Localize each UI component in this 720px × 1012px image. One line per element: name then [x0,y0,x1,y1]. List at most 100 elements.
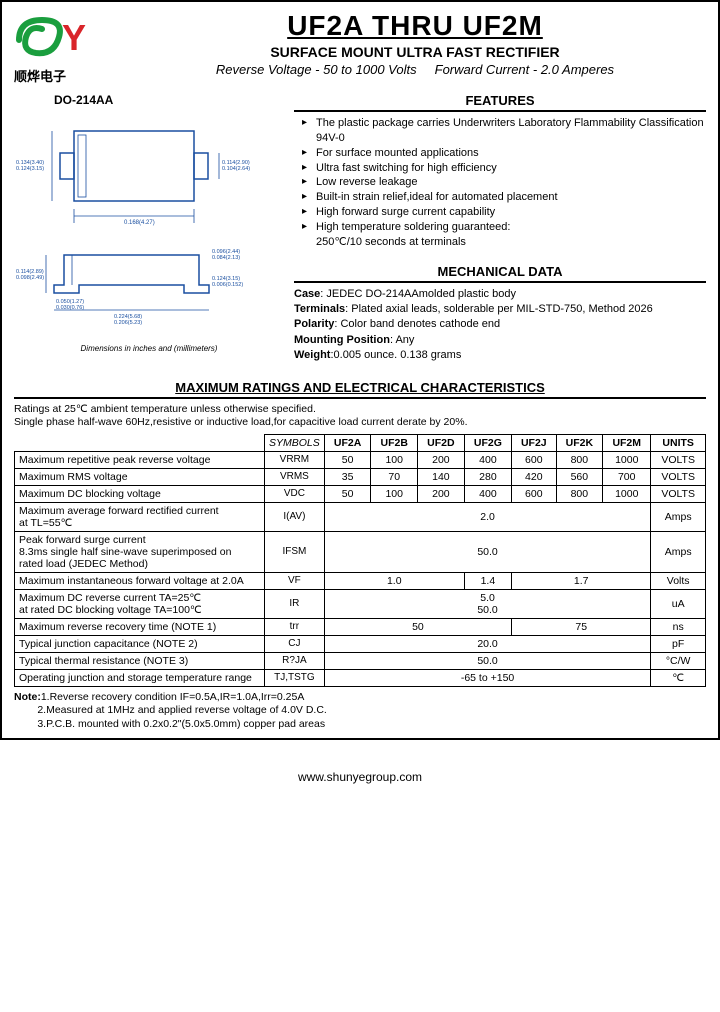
value-cell: -65 to +150 [324,669,651,686]
param-cell: Maximum DC reverse current TA=25℃ at rat… [15,589,265,618]
table-row: Typical junction capacitance (NOTE 2)CJ2… [15,635,706,652]
svg-text:0.134(3.40)0.124(3.15): 0.134(3.40)0.124(3.15) [16,160,44,172]
param-cell: Typical junction capacitance (NOTE 2) [15,635,265,652]
symbol-cell: VRRM [265,451,325,468]
value-cell: 800 [556,451,603,468]
ratings-title: MAXIMUM RATINGS AND ELECTRICAL CHARACTER… [14,380,706,399]
package-side-diagram: 0.224(5.68)0.206(5.23) 0.114(2.89)0.098(… [14,235,284,338]
symbol-cell: VRMS [265,468,325,485]
svg-text:0.050(1.27)0.030(0.76): 0.050(1.27)0.030(0.76) [56,299,84,311]
dimension-note: Dimensions in inches and (millimeters) [14,344,284,353]
symbol-cell: CJ [265,635,325,652]
feature-item: Built-in strain relief,ideal for automat… [302,190,706,205]
value-cell: 50.0 [324,531,651,572]
logo-icon: Y [14,15,104,65]
header-row: Y 顺烨电子 UF2A THRU UF2M SURFACE MOUNT ULTR… [14,10,706,85]
symbol-cell: IR [265,589,325,618]
value-cell: 1.4 [464,572,511,589]
table-row: Maximum reverse recovery time (NOTE 1)tr… [15,618,706,635]
param-cell: Peak forward surge current 8.3ms single … [15,531,265,572]
feature-item: High temperature soldering guaranteed: 2… [302,220,706,250]
value-cell: 400 [464,485,511,502]
value-cell: 35 [324,468,371,485]
unit-cell: ℃ [651,669,706,686]
spec-line: Reverse Voltage - 50 to 1000 Volts Forwa… [124,62,706,77]
value-cell: 100 [371,451,418,468]
col-part: UF2D [418,434,465,451]
table-row: Maximum DC reverse current TA=25℃ at rat… [15,589,706,618]
value-cell: 800 [556,485,603,502]
table-row: Maximum instantaneous forward voltage at… [15,572,706,589]
svg-text:Y: Y [62,17,86,58]
unit-cell: Volts [651,572,706,589]
value-cell: 280 [464,468,511,485]
mech-case: JEDEC DO-214AAmolded plastic body [326,288,516,300]
value-cell: 50 [324,485,371,502]
table-row: Maximum RMS voltageVRMS35701402804205607… [15,468,706,485]
datasheet-page: Y 顺烨电子 UF2A THRU UF2M SURFACE MOUNT ULTR… [0,0,720,740]
main-title: UF2A THRU UF2M [124,10,706,42]
param-cell: Operating junction and storage temperatu… [15,669,265,686]
package-top-diagram: 0.168(4.27) 0.134(3.40)0.124(3.15) 0.114… [14,111,284,229]
package-label: DO-214AA [54,93,284,107]
value-cell: 560 [556,468,603,485]
param-cell: Maximum instantaneous forward voltage at… [15,572,265,589]
symbol-cell: IFSM [265,531,325,572]
value-cell: 420 [512,468,556,485]
mech-title: MECHANICAL DATA [294,264,706,283]
ratings-table: SYMBOLSUF2AUF2BUF2DUF2GUF2JUF2KUF2MUNITS… [14,434,706,687]
value-cell: 1.0 [324,572,464,589]
feature-item: High forward surge current capability [302,205,706,220]
table-row: Typical thermal resistance (NOTE 3)R?JA5… [15,652,706,669]
table-row: Peak forward surge current 8.3ms single … [15,531,706,572]
value-cell: 1.7 [512,572,651,589]
table-row: Maximum repetitive peak reverse voltageV… [15,451,706,468]
unit-cell: VOLTS [651,468,706,485]
col-part: UF2G [464,434,511,451]
package-column: DO-214AA 0.168(4.27) 0.134(3.40)0.124(3.… [14,93,284,364]
unit-cell: ns [651,618,706,635]
footer-url: www.shunyegroup.com [0,770,720,784]
subtitle: SURFACE MOUNT ULTRA FAST RECTIFIER [124,44,706,60]
features-list: The plastic package carries Underwriters… [294,116,706,250]
upper-section: DO-214AA 0.168(4.27) 0.134(3.40)0.124(3.… [14,93,706,364]
unit-cell: VOLTS [651,485,706,502]
ratings-note: Ratings at 25℃ ambient temperature unles… [14,403,706,430]
symbol-cell: TJ,TSTG [265,669,325,686]
value-cell: 700 [603,468,651,485]
svg-text:0.096(2.44)0.084(2.13): 0.096(2.44)0.084(2.13) [212,249,240,261]
value-cell: 200 [418,451,465,468]
unit-cell: VOLTS [651,451,706,468]
footnotes: Note:1.Reverse recovery condition IF=0.5… [14,691,706,732]
col-part: UF2B [371,434,418,451]
features-title: FEATURES [294,93,706,112]
mech-polarity: Color band denotes cathode end [340,318,500,330]
value-cell: 20.0 [324,635,651,652]
value-cell: 2.0 [324,502,651,531]
value-cell: 50 [324,618,511,635]
col-part: UF2A [324,434,371,451]
svg-text:0.114(2.90)0.104(2.64): 0.114(2.90)0.104(2.64) [222,160,250,172]
svg-text:0.168(4.27): 0.168(4.27) [124,220,155,226]
title-block: UF2A THRU UF2M SURFACE MOUNT ULTRA FAST … [124,10,706,77]
symbol-cell: VDC [265,485,325,502]
value-cell: 200 [418,485,465,502]
unit-cell: Amps [651,531,706,572]
param-cell: Typical thermal resistance (NOTE 3) [15,652,265,669]
feature-item: For surface mounted applications [302,146,706,161]
mech-mounting: Any [395,334,414,346]
value-cell: 50 [324,451,371,468]
table-row: Operating junction and storage temperatu… [15,669,706,686]
value-cell: 600 [512,451,556,468]
col-symbols: SYMBOLS [265,434,325,451]
param-cell: Maximum repetitive peak reverse voltage [15,451,265,468]
feature-item: Ultra fast switching for high efficiency [302,161,706,176]
feature-item: The plastic package carries Underwriters… [302,116,706,146]
table-row: Maximum average forward rectified curren… [15,502,706,531]
symbol-cell: I(AV) [265,502,325,531]
value-cell: 50.0 [324,652,651,669]
value-cell: 5.050.0 [324,589,651,618]
logo-company-name: 顺烨电子 [14,66,124,85]
feature-item: Low reverse leakage [302,175,706,190]
symbol-cell: trr [265,618,325,635]
